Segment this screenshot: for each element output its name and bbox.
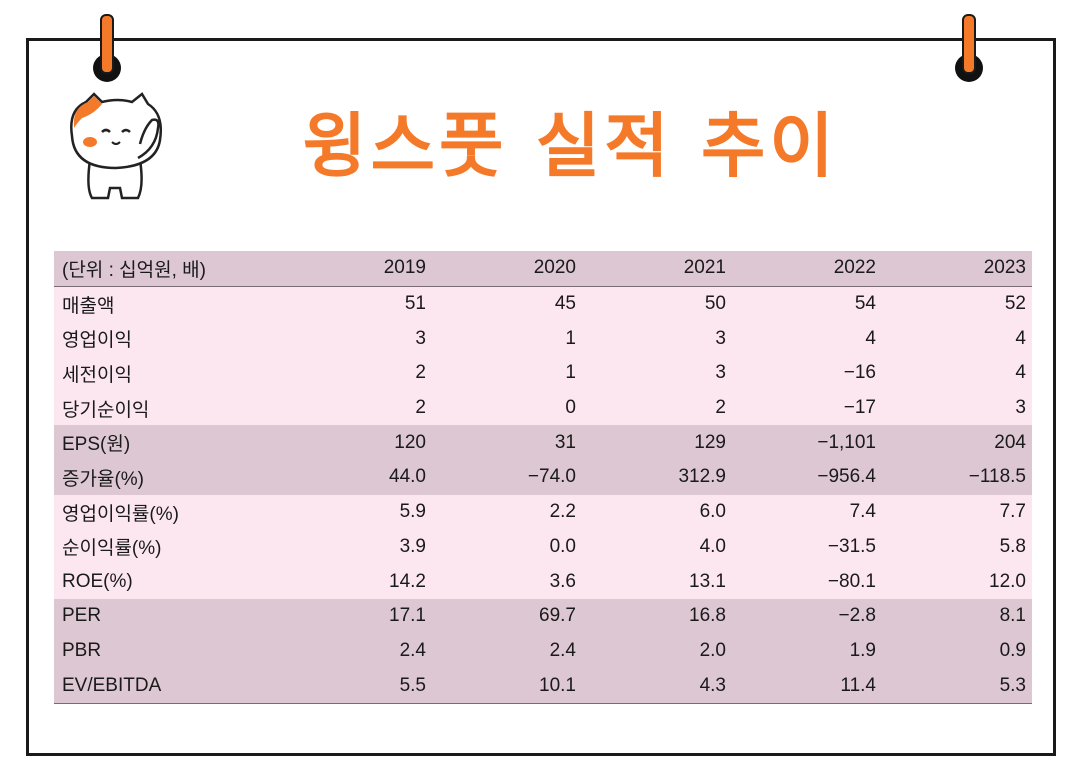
cell-value: 7.4: [732, 494, 882, 530]
cell-value: 5.5: [282, 668, 432, 704]
cell-value: 1: [432, 321, 582, 357]
binder-clip-right: [962, 14, 976, 74]
row-label: ROE(%): [54, 564, 282, 599]
table-row: 영업이익률(%) 5.9 2.2 6.0 7.4 7.7: [54, 494, 1032, 530]
cell-value: 5.8: [882, 529, 1032, 565]
table-row: PBR 2.4 2.4 2.0 1.9 0.9: [54, 633, 1032, 669]
cell-value: 1.9: [732, 633, 882, 669]
cell-value: 7.7: [882, 494, 1032, 530]
unit-label: (단위 : 십억원, 배): [54, 251, 282, 287]
cell-value: 5.9: [282, 494, 432, 530]
table-row: PER 17.1 69.7 16.8 −2.8 8.1: [54, 598, 1032, 634]
cell-value: 4.0: [582, 529, 732, 565]
cell-value: 16.8: [582, 598, 732, 634]
cell-value: 1: [432, 356, 582, 391]
cell-value: 2: [282, 356, 432, 391]
cell-value: 4: [882, 356, 1032, 391]
cell-value: 129: [582, 425, 732, 461]
table-row: ROE(%) 14.2 3.6 13.1 −80.1 12.0: [54, 564, 1032, 599]
row-label: EV/EBITDA: [54, 668, 282, 704]
table-row: 매출액 51 45 50 54 52: [54, 286, 1032, 322]
cell-value: 31: [432, 425, 582, 461]
cell-value: 3: [282, 321, 432, 357]
cell-value: 2.0: [582, 633, 732, 669]
cell-value: 12.0: [882, 564, 1032, 599]
cell-value: 4: [882, 321, 1032, 357]
year-header: 2020: [432, 251, 582, 287]
cell-value: 69.7: [432, 598, 582, 634]
cell-value: 52: [882, 286, 1032, 322]
cell-value: 45: [432, 286, 582, 322]
cell-value: −118.5: [882, 460, 1032, 495]
table-row: 순이익률(%) 3.9 0.0 4.0 −31.5 5.8: [54, 529, 1032, 565]
cat-mascot-illustration: [70, 92, 162, 200]
row-label: 매출액: [54, 286, 282, 322]
row-label: 증가율(%): [54, 460, 282, 495]
cell-value: 11.4: [732, 668, 882, 704]
cell-value: −1,101: [732, 425, 882, 461]
cell-value: 4.3: [582, 668, 732, 704]
cell-value: 54: [732, 286, 882, 322]
cell-value: 2.4: [432, 633, 582, 669]
cell-value: 2: [582, 390, 732, 426]
row-label: 세전이익: [54, 356, 282, 391]
cell-value: 3: [882, 390, 1032, 426]
table-row: 영업이익 3 1 3 4 4: [54, 321, 1032, 357]
cell-value: 3: [582, 321, 732, 357]
cell-value: 50: [582, 286, 732, 322]
financial-table: (단위 : 십억원, 배) 2019 2020 2021 2022 2023 매…: [54, 251, 1032, 704]
cell-value: 2.2: [432, 494, 582, 530]
cell-value: 13.1: [582, 564, 732, 599]
cell-value: 6.0: [582, 494, 732, 530]
cell-value: 3.9: [282, 529, 432, 565]
table-row: EV/EBITDA 5.5 10.1 4.3 11.4 5.3: [54, 668, 1032, 704]
cell-value: 17.1: [282, 598, 432, 634]
row-label: 순이익률(%): [54, 529, 282, 565]
cell-value: 51: [282, 286, 432, 322]
row-label: EPS(원): [54, 425, 282, 461]
cell-value: 3.6: [432, 564, 582, 599]
cell-value: 4: [732, 321, 882, 357]
binder-clip-left: [100, 14, 114, 74]
cell-value: −16: [732, 356, 882, 391]
row-label: PER: [54, 598, 282, 634]
cell-value: 312.9: [582, 460, 732, 495]
cell-value: 2.4: [282, 633, 432, 669]
cell-value: −956.4: [732, 460, 882, 495]
cell-value: −31.5: [732, 529, 882, 565]
cell-value: 44.0: [282, 460, 432, 495]
cell-value: 3: [582, 356, 732, 391]
cell-value: 14.2: [282, 564, 432, 599]
table-row: 세전이익 2 1 3 −16 4: [54, 356, 1032, 391]
cell-value: −74.0: [432, 460, 582, 495]
cell-value: 0.0: [432, 529, 582, 565]
year-header: 2019: [282, 251, 432, 287]
page-title: 윙스풋 실적 추이: [302, 105, 838, 187]
binder-ring-right: [950, 14, 990, 84]
year-header: 2022: [732, 251, 882, 287]
row-label: 영업이익률(%): [54, 494, 282, 530]
cell-value: −2.8: [732, 598, 882, 634]
cell-value: 204: [882, 425, 1032, 461]
cell-value: 8.1: [882, 598, 1032, 634]
table-row: 증가율(%) 44.0 −74.0 312.9 −956.4 −118.5: [54, 460, 1032, 495]
cell-value: −17: [732, 390, 882, 426]
table-row: EPS(원) 120 31 129 −1,101 204: [54, 425, 1032, 461]
cell-value: 0: [432, 390, 582, 426]
binder-ring-left: [88, 14, 128, 84]
cell-value: 2: [282, 390, 432, 426]
table-header-row: (단위 : 십억원, 배) 2019 2020 2021 2022 2023: [54, 251, 1032, 287]
row-label: 영업이익: [54, 321, 282, 357]
year-header: 2023: [882, 251, 1032, 287]
cell-value: 10.1: [432, 668, 582, 704]
row-label: PBR: [54, 633, 282, 669]
year-header: 2021: [582, 251, 732, 287]
row-label: 당기순이익: [54, 390, 282, 426]
table-row: 당기순이익 2 0 2 −17 3: [54, 390, 1032, 426]
cell-value: −80.1: [732, 564, 882, 599]
cell-value: 5.3: [882, 668, 1032, 704]
cell-value: 120: [282, 425, 432, 461]
cell-value: 0.9: [882, 633, 1032, 669]
